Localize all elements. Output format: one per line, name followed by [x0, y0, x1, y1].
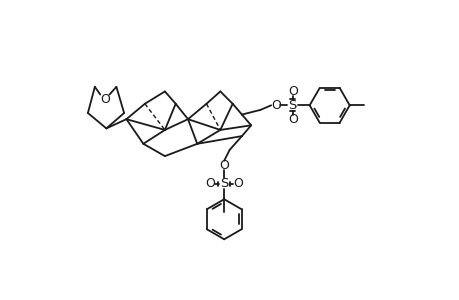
Text: O: O: [100, 93, 110, 106]
Text: O: O: [205, 177, 215, 190]
Text: O: O: [287, 85, 297, 98]
Text: S: S: [288, 99, 296, 112]
Text: O: O: [270, 99, 280, 112]
Text: O: O: [233, 177, 242, 190]
Text: S: S: [219, 177, 228, 190]
Text: O: O: [287, 113, 297, 126]
Text: O: O: [219, 159, 229, 172]
